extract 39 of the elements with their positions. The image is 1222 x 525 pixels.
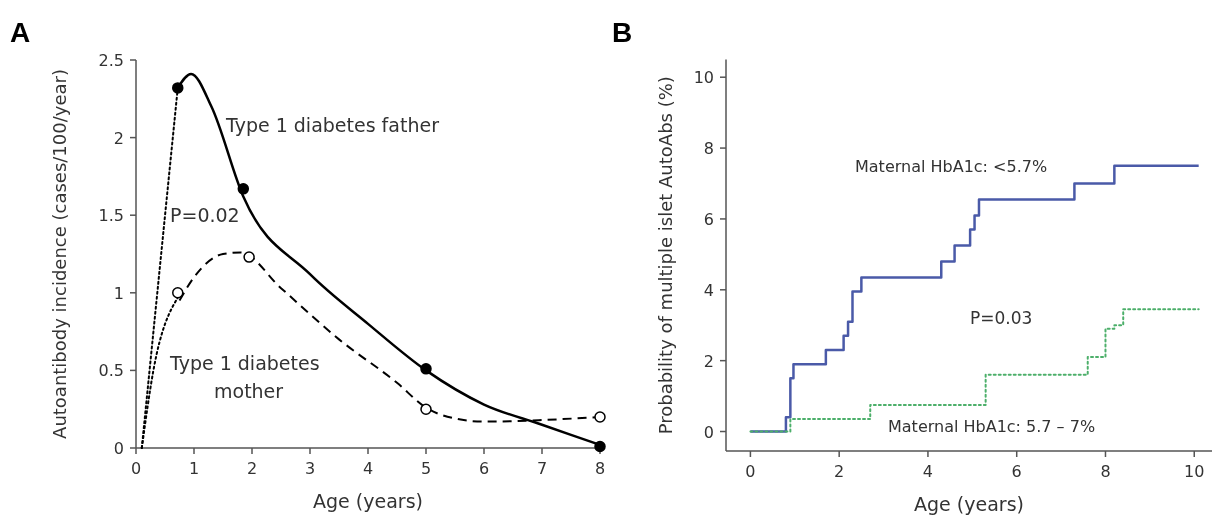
y-tick-label: 0: [703, 422, 714, 442]
y-tick-label: 2.5: [98, 51, 124, 70]
x-tick-label: 6: [478, 459, 490, 478]
y-tick-label: 4: [703, 280, 714, 300]
annotation: P=0.03: [970, 308, 1033, 328]
y-tick-label: 2: [113, 128, 124, 148]
x-tick-label: 4: [922, 462, 934, 481]
chart-title: B: [612, 17, 633, 48]
series-label: Type 1 diabetes mother: [169, 352, 320, 402]
y-tick-label: 1: [113, 283, 124, 303]
series-label: Type 1 diabetes father: [225, 114, 440, 136]
x-tick-label: 7: [536, 459, 548, 478]
x-tick-label: 4: [362, 459, 374, 478]
x-tick-label: 5: [420, 459, 432, 478]
x-tick-label: 2: [834, 462, 845, 481]
annotation: P=0.02: [170, 204, 240, 226]
x-tick-label: 0: [745, 462, 756, 481]
y-axis-title: Autoantibody incidence (cases/100/year): [49, 69, 70, 439]
x-tick-label: 6: [1011, 462, 1022, 481]
x-axis-title: Age (years): [914, 493, 1024, 515]
x-tick-label: 8: [594, 459, 606, 478]
y-tick-label: 0.5: [98, 361, 124, 381]
y-tick-label: 2: [703, 351, 714, 371]
y-tick-label: 10: [693, 68, 714, 88]
series-label: Maternal HbA1c: <5.7%: [855, 157, 1048, 176]
x-tick-label: 8: [1100, 462, 1111, 481]
x-axis-title: Age (years): [313, 490, 423, 512]
y-tick-label: 0: [113, 439, 124, 458]
y-axis-title: Probability of multiple islet AutoAbs (%): [655, 76, 676, 435]
y-tick-label: 6: [703, 209, 714, 229]
y-tick-label: 8: [703, 139, 714, 159]
y-tick-label: 1.5: [98, 206, 124, 226]
x-tick-label: 10: [1184, 462, 1205, 481]
x-tick-label: 0: [130, 459, 142, 478]
x-tick-label: 3: [304, 459, 316, 478]
series-label: Maternal HbA1c: 5.7 – 7%: [888, 417, 1096, 436]
chart-title: A: [10, 17, 31, 48]
x-tick-label: 1: [188, 459, 200, 478]
x-tick-label: 2: [246, 459, 258, 478]
